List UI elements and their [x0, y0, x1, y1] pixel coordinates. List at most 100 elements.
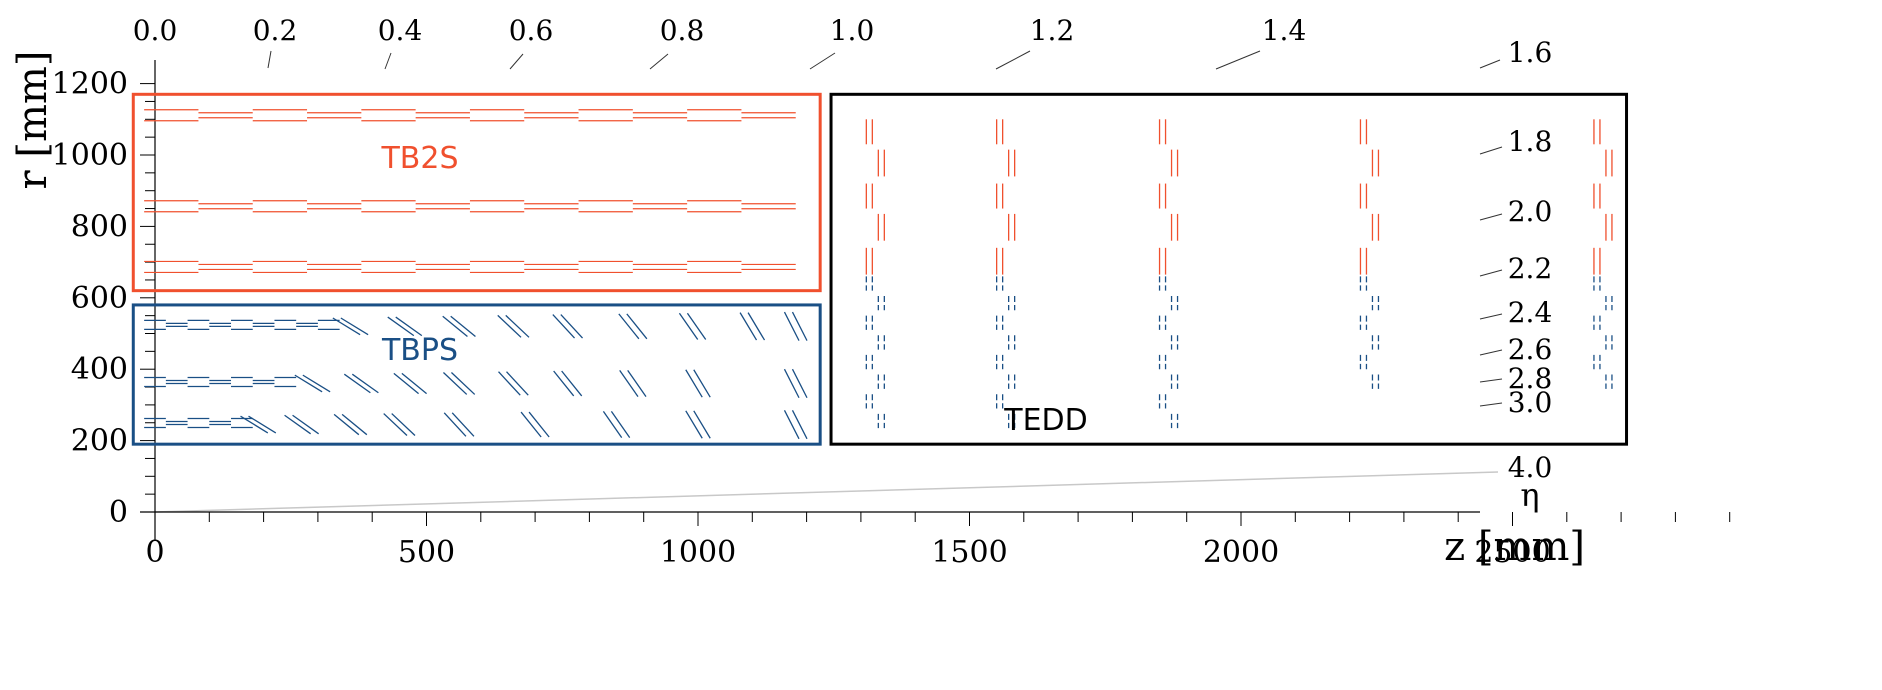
eta-tick-label: 4.0 [1508, 451, 1553, 484]
tbps-tilted-module [693, 369, 711, 398]
r-tick-label: 400 [71, 352, 128, 387]
tbps-tilted-module [383, 413, 408, 436]
z-tick-label: 1500 [931, 535, 1007, 570]
eta-tick-label: 3.0 [1508, 386, 1553, 419]
tbps-tilted-module [333, 413, 360, 436]
r-tick-label: 0 [109, 495, 128, 530]
r-tick-label: 800 [71, 209, 128, 244]
tbps-tilted-module [442, 315, 468, 338]
region-boxes [131, 92, 1629, 446]
tbps-region-box [131, 303, 822, 446]
eta-tick-label: 1.6 [1508, 36, 1553, 69]
eta-tick-label: 1.8 [1508, 125, 1553, 158]
tbps-tilted-module [791, 368, 808, 399]
eta-tick-mark [1479, 349, 1503, 356]
tb2s-region-box [131, 92, 822, 293]
tbps-tilted-module [520, 411, 542, 438]
eta-tick-mark [809, 52, 836, 70]
tbps-tilted-module [248, 415, 277, 434]
tedd-modules [865, 119, 1613, 429]
eta-tick-label: 2.2 [1508, 252, 1553, 285]
tbps-tilted-module [610, 411, 631, 439]
r-axis-label: r [mm] [10, 51, 56, 190]
tbps-tilted-module [686, 312, 707, 340]
eta-tick-mark [1479, 213, 1503, 221]
tbps-label: TBPS [381, 333, 458, 368]
eta-tick-mark [995, 50, 1031, 70]
eta-tick-mark [1479, 313, 1503, 320]
r-tick-label: 200 [71, 424, 128, 459]
tbps-tilted-module [685, 410, 703, 439]
r-tick-label: 1000 [52, 138, 128, 173]
tbps-tilted-module [340, 317, 369, 336]
z-tick-label: 1000 [660, 535, 736, 570]
eta-tick-mark [649, 53, 669, 70]
tbps-tilted-module [739, 312, 758, 341]
tbps-tilted-module [393, 372, 419, 395]
tbps-tilted-module [443, 412, 467, 437]
r-tick-label: 1200 [52, 67, 128, 102]
tbps-tilted-module [783, 368, 800, 399]
r-tick-label: 600 [71, 281, 128, 316]
tbps-modules [144, 311, 808, 440]
eta-tick-label: 2.8 [1508, 362, 1553, 395]
tedd-label: TEDD [1003, 403, 1087, 438]
tbps-tilted-module [602, 411, 623, 439]
tedd-region-box [829, 92, 1629, 446]
tbps-tilted-module [497, 314, 522, 338]
tbps-tilted-module [451, 412, 475, 437]
z-axis-label: z [mm] [1444, 524, 1585, 570]
tbps-tilted-module [552, 314, 576, 339]
tbps-tilted-module [341, 413, 368, 436]
tbps-tilted-module [783, 409, 800, 440]
eta-4-line [154, 471, 1499, 513]
eta-tick-label: 0.8 [660, 14, 705, 47]
tbps-tilted-module [791, 311, 808, 341]
eta-tick-mark [384, 52, 392, 70]
tbps-tilted-module [791, 409, 808, 440]
eta-tick-mark [267, 50, 272, 69]
tbps-tilted-module [387, 316, 415, 337]
tbps-tilted-module [450, 315, 476, 338]
eta-axis-symbol: η [1520, 476, 1539, 514]
tbps-tilted-module [505, 314, 530, 338]
eta-tick-mark [1479, 378, 1503, 383]
eta-tick-label: 0.6 [509, 14, 554, 47]
eta-tick-label: 2.0 [1508, 195, 1553, 228]
tbps-tilted-module [498, 371, 521, 396]
tbps-tilted-module [292, 414, 320, 435]
tbps-tilted-module [553, 370, 575, 397]
tbps-tilted-module [747, 312, 766, 341]
tbps-tilted-module [783, 311, 800, 341]
tbps-tilted-module [401, 372, 427, 395]
eta-tick-mark [1479, 402, 1503, 407]
eta-tick-mark [1479, 269, 1503, 277]
tbps-tilted-module [332, 317, 361, 336]
tbps-tilted-module [678, 312, 699, 340]
eta-tick-mark [1215, 50, 1261, 70]
tbps-tilted-module [442, 372, 468, 395]
tbps-tilted-module [618, 313, 640, 340]
tbps-tilted-module [561, 370, 583, 397]
z-tick-label: 2000 [1203, 535, 1279, 570]
z-tick-label: 2500 [1474, 535, 1550, 570]
tbps-tilted-module [528, 411, 550, 438]
tbps-tilted-module [351, 373, 379, 394]
tbps-tilted-module [294, 374, 323, 393]
eta-tick-label: 2.4 [1508, 296, 1553, 329]
tbps-tilted-module [685, 369, 703, 398]
tbps-tilted-module [343, 373, 371, 394]
tbps-tilted-module [560, 314, 584, 339]
tbps-tilted-module [391, 413, 416, 436]
tb2s-label: TB2S [380, 141, 458, 176]
eta-tick-label: 1.4 [1262, 14, 1307, 47]
eta-tick-label: 1.2 [1030, 14, 1075, 47]
z-tick-label: 0 [145, 535, 164, 570]
eta-tick-mark [1479, 59, 1501, 69]
tbps-tilted-module [302, 374, 331, 393]
tbps-tilted-module [506, 371, 529, 396]
eta-tick-mark [509, 53, 524, 70]
eta-tick-label: 0.0 [133, 14, 178, 47]
labels: 0.0 0.2 0.4 0.6 0.8 1.0 1.2 1.4 1.6 1.8 2.0 2.2 2.4 2… [10, 14, 1585, 570]
